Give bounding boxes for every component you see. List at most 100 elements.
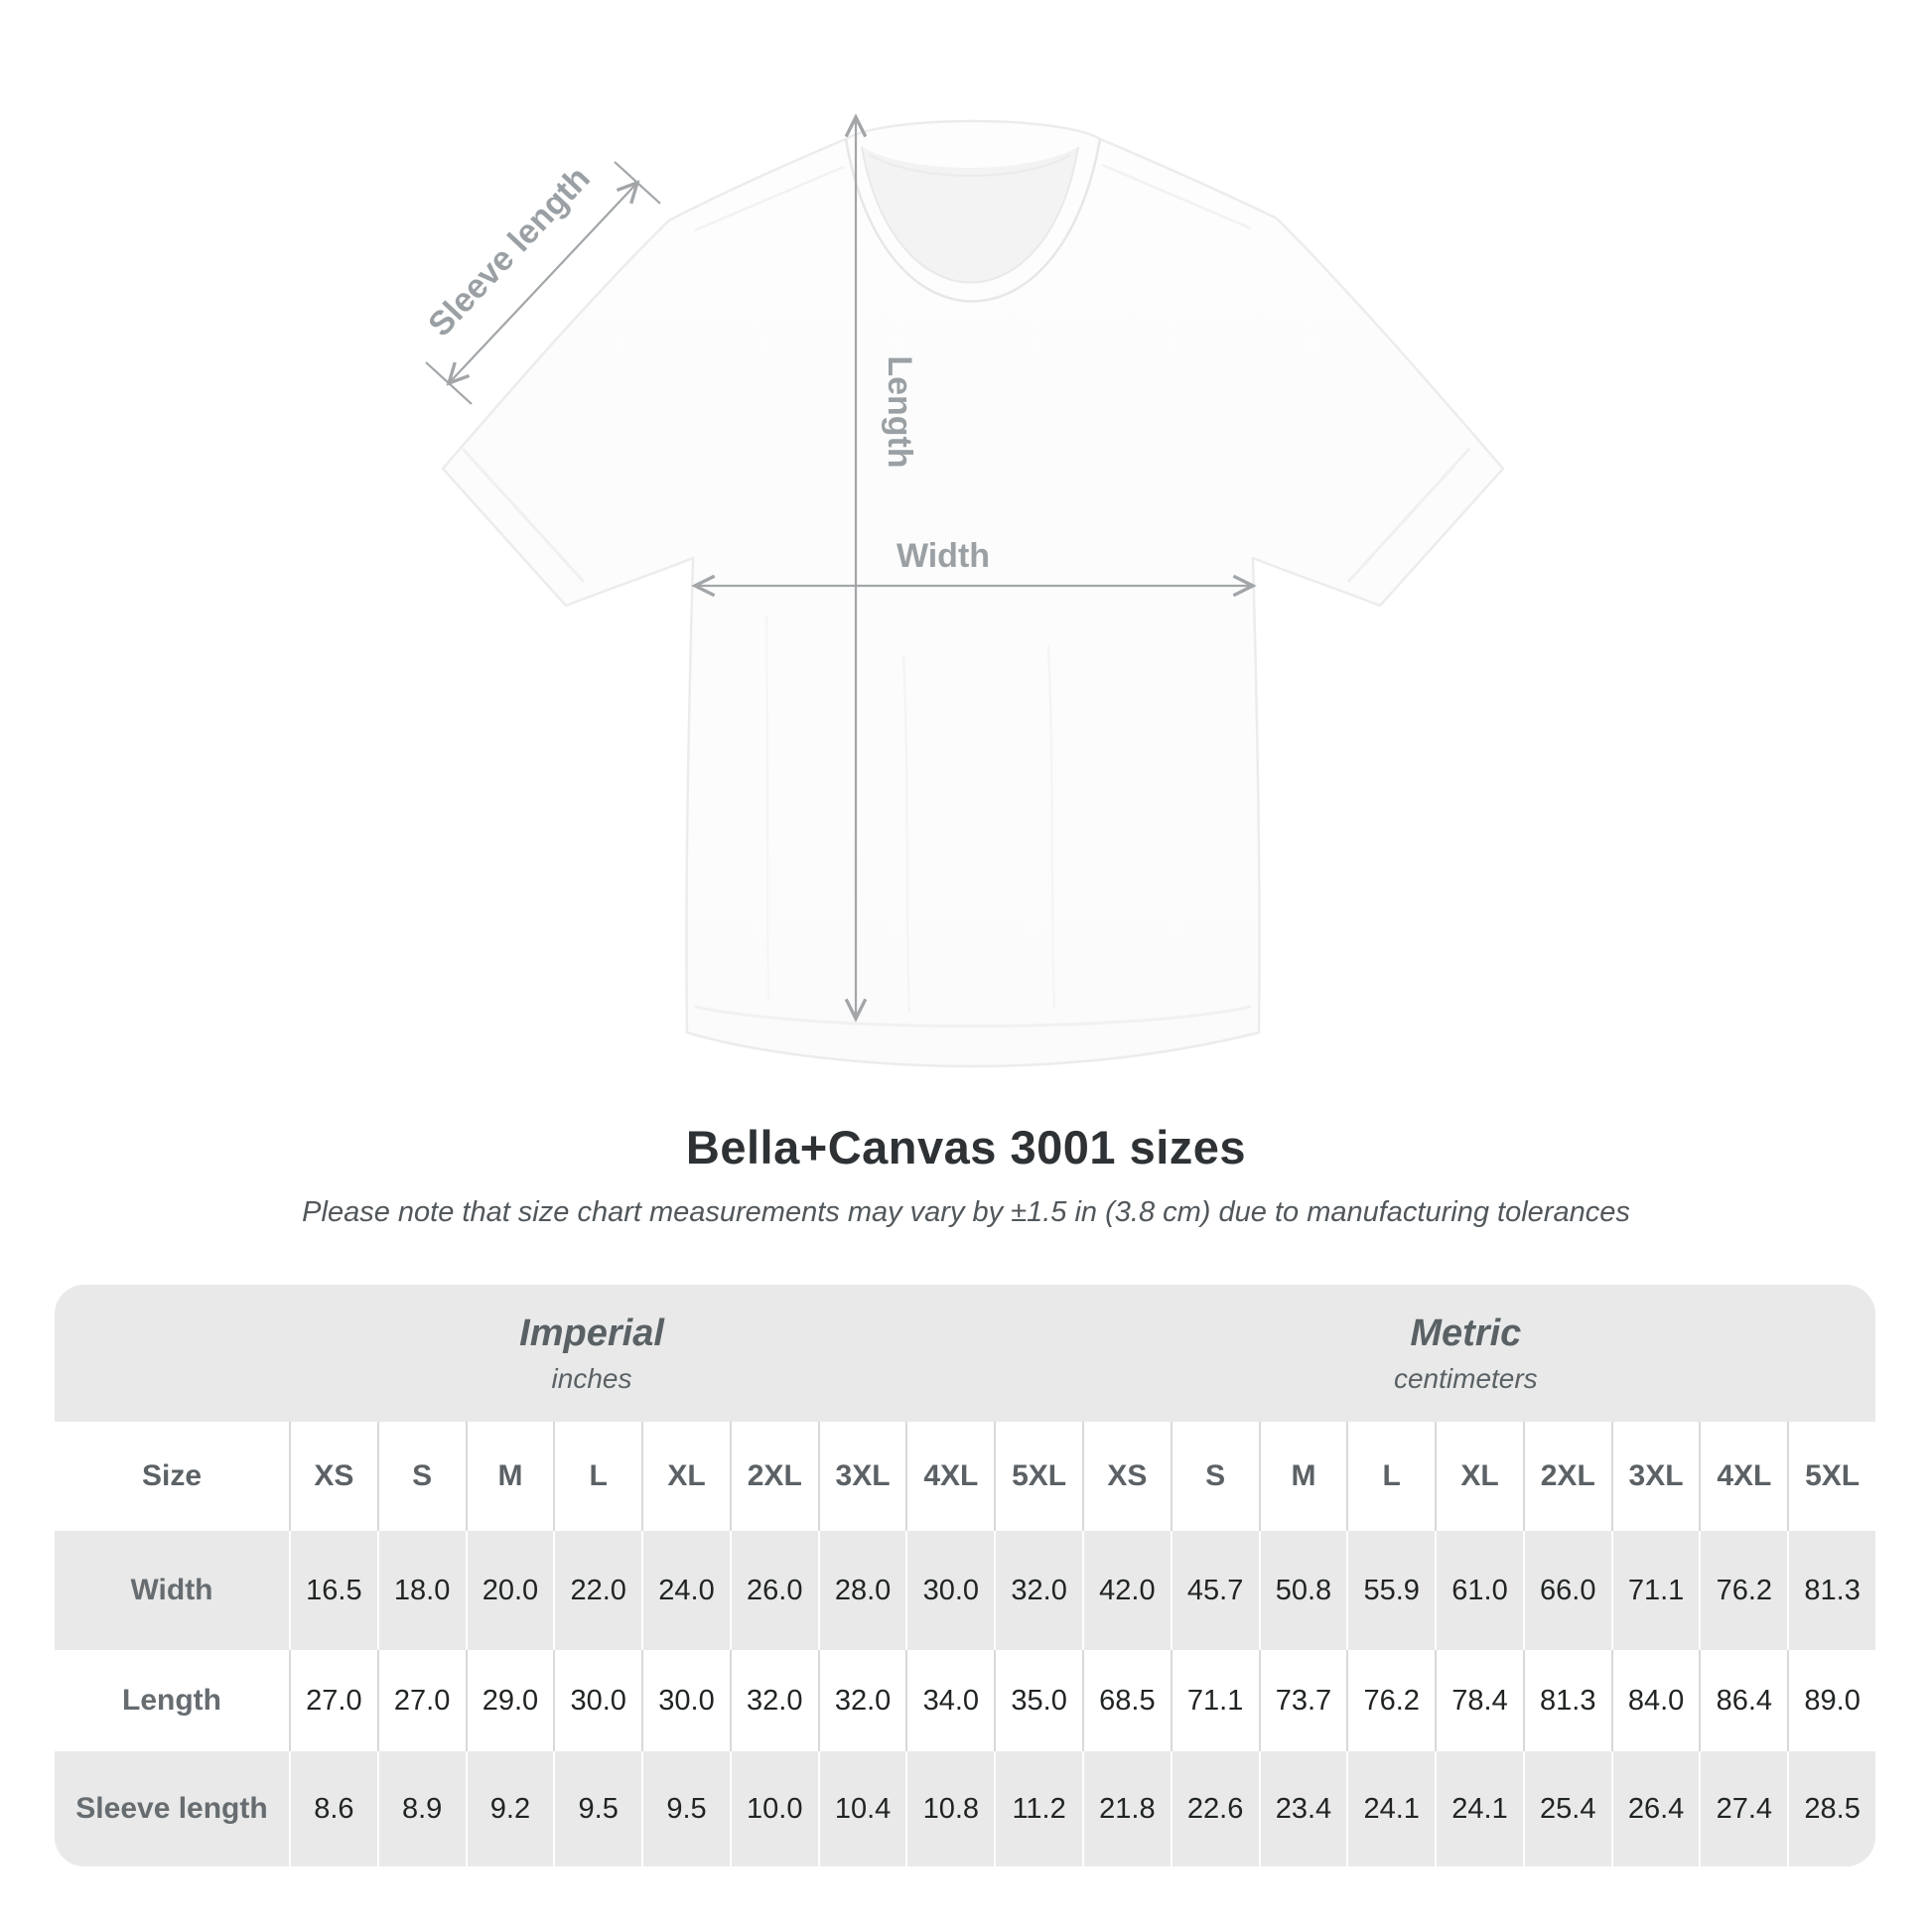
tshirt-measurement-diagram: Width Length Sleeve length: [421, 113, 1505, 1068]
tshirt-illustration: [441, 119, 1505, 1068]
measurement-row: Width 16.5 18.0 20.0 22.0 24.0 26.0 28.0 30.0 32.…: [55, 1531, 1875, 1650]
value-cell: 10.0: [729, 1751, 818, 1866]
tolerance-note: Please note that size chart measurements…: [302, 1196, 1630, 1228]
metric-header: Metric centimeters: [1056, 1285, 1875, 1422]
value-cell: 23.4: [1258, 1751, 1347, 1866]
value-cell: 21.8: [1082, 1751, 1171, 1866]
value-cell: 32.0: [994, 1531, 1082, 1650]
value-cell: 11.2: [994, 1751, 1082, 1866]
size-col-header: 4XL: [1699, 1422, 1787, 1531]
sleeve-arrow-start-tick: [425, 361, 473, 405]
value-cell: 66.0: [1522, 1531, 1611, 1650]
value-cell: 22.6: [1170, 1751, 1259, 1866]
imperial-unit: inches: [551, 1362, 632, 1394]
size-col-header: M: [1258, 1422, 1347, 1531]
size-header-row: Size XS S M L XL 2XL 3XL 4XL 5XL XS S M L XL 2XL 3XL 4XL 5…: [55, 1422, 1875, 1531]
size-col-header: 5XL: [994, 1422, 1082, 1531]
sleeve-length-arrow: [446, 180, 640, 386]
value-cell: 25.4: [1522, 1751, 1611, 1866]
value-cell: 9.5: [641, 1751, 730, 1866]
value-cell: 55.9: [1346, 1531, 1435, 1650]
size-col-header: 3XL: [817, 1422, 906, 1531]
value-cell: 32.0: [729, 1650, 818, 1751]
value-cell: 34.0: [905, 1650, 994, 1751]
value-cell: 35.0: [994, 1650, 1082, 1751]
page-title: Bella+Canvas 3001 sizes: [685, 1121, 1247, 1173]
value-cell: 29.0: [465, 1650, 554, 1751]
value-cell: 28.0: [817, 1531, 906, 1650]
value-cell: 9.5: [553, 1751, 641, 1866]
measurement-row: Sleeve length 8.6 8.9 9.2 9.5 9.5 10.0 10.4 10.8…: [55, 1751, 1875, 1866]
row-label: Sleeve length: [75, 1792, 268, 1825]
value-cell: 81.3: [1522, 1650, 1611, 1751]
size-col-header: XS: [1082, 1422, 1171, 1531]
measurement-row: Length 27.0 27.0 29.0 30.0 30.0 32.0 32.0 34.0 35…: [55, 1650, 1875, 1751]
value-cell: 30.0: [641, 1650, 730, 1751]
value-cell: 28.5: [1787, 1751, 1875, 1866]
size-col-header: XL: [641, 1422, 730, 1531]
size-col-header: L: [1346, 1422, 1435, 1531]
value-cell: 22.0: [553, 1531, 641, 1650]
value-cell: 27.0: [376, 1650, 466, 1751]
title-block: Bella+Canvas 3001 sizes Please note that…: [0, 1120, 1932, 1229]
measurement-annotations: [425, 113, 1257, 1023]
length-dimension-label: Length: [881, 355, 918, 468]
value-cell: 89.0: [1787, 1650, 1875, 1751]
value-cell: 32.0: [817, 1650, 906, 1751]
size-grid: Size XS S M L XL 2XL 3XL 4XL 5XL XS S M L XL 2XL 3XL 4XL 5…: [55, 1422, 1875, 1866]
value-cell: 8.9: [376, 1751, 466, 1866]
value-cell: 45.7: [1170, 1531, 1259, 1650]
tshirt-diagram-svg: Width Length Sleeve length: [421, 113, 1505, 1068]
value-cell: 9.2: [465, 1751, 554, 1866]
value-cell: 10.8: [905, 1751, 994, 1866]
value-cell: 8.6: [289, 1751, 377, 1866]
value-cell: 50.8: [1258, 1531, 1347, 1650]
value-cell: 68.5: [1082, 1650, 1171, 1751]
size-col-header: S: [376, 1422, 466, 1531]
value-cell: 10.4: [817, 1751, 906, 1866]
value-cell: 16.5: [289, 1531, 377, 1650]
neck-opening: [862, 147, 1078, 283]
size-col-header: 4XL: [905, 1422, 994, 1531]
value-cell: 61.0: [1435, 1531, 1523, 1650]
metric-unit: centimeters: [1393, 1362, 1538, 1394]
value-cell: 20.0: [465, 1531, 554, 1650]
size-col-header: 3XL: [1610, 1422, 1700, 1531]
size-table: Imperial inches Metric centimeters Size X…: [55, 1285, 1875, 1866]
value-cell: 30.0: [553, 1650, 641, 1751]
size-col-header: L: [553, 1422, 641, 1531]
value-cell: 76.2: [1699, 1531, 1787, 1650]
metric-label: Metric: [1410, 1311, 1522, 1354]
width-dimension-label: Width: [897, 537, 990, 575]
row-label: Width: [130, 1574, 213, 1606]
size-col-header: S: [1170, 1422, 1259, 1531]
size-corner-label: Size: [141, 1459, 203, 1492]
value-cell: 30.0: [905, 1531, 994, 1650]
value-cell: 76.2: [1346, 1650, 1435, 1751]
row-label: Length: [122, 1684, 221, 1717]
value-cell: 71.1: [1170, 1650, 1259, 1751]
value-cell: 73.7: [1258, 1650, 1347, 1751]
size-col-header: XS: [289, 1422, 377, 1531]
value-cell: 24.0: [641, 1531, 730, 1650]
value-cell: 24.1: [1435, 1751, 1523, 1866]
value-cell: 27.4: [1699, 1751, 1787, 1866]
size-col-header: XL: [1435, 1422, 1523, 1531]
size-col-header: 2XL: [1522, 1422, 1611, 1531]
value-cell: 81.3: [1787, 1531, 1875, 1650]
value-cell: 24.1: [1346, 1751, 1435, 1866]
imperial-label: Imperial: [519, 1311, 664, 1354]
value-cell: 18.0: [376, 1531, 466, 1650]
value-cell: 42.0: [1082, 1531, 1171, 1650]
value-cell: 84.0: [1610, 1650, 1700, 1751]
value-cell: 71.1: [1610, 1531, 1700, 1650]
value-cell: 86.4: [1699, 1650, 1787, 1751]
size-col-header: M: [465, 1422, 554, 1531]
value-cell: 78.4: [1435, 1650, 1523, 1751]
sleeve-arrow-end-tick: [614, 161, 661, 205]
units-band: Imperial inches Metric centimeters: [55, 1285, 1875, 1422]
size-col-header: 5XL: [1787, 1422, 1875, 1531]
value-cell: 26.0: [729, 1531, 818, 1650]
value-cell: 27.0: [289, 1650, 377, 1751]
